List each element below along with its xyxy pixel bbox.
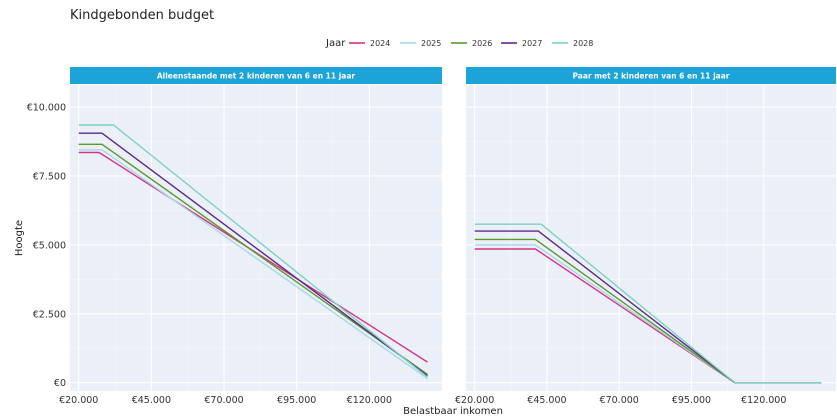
x-tick-label: €95.000 — [672, 395, 711, 406]
x-tick-label: €20.000 — [455, 395, 494, 406]
series-line-2027 — [78, 132, 428, 377]
y-tick-label: €7.500 — [33, 171, 66, 182]
panel-2: Paar met 2 kinderen van 6 en 11 jaar €20.… — [455, 67, 836, 406]
legend: Jaar 2024 2025 2026 2027 2028 — [325, 38, 593, 49]
legend-label-2024: 2024 — [370, 39, 390, 48]
panel-1: Alleenstaande met 2 kinderen van 6 en 11… — [27, 67, 442, 406]
panel-strip-label: Alleenstaande met 2 kinderen van 6 en 11… — [157, 72, 356, 81]
legend-title: Jaar — [325, 38, 346, 49]
legend-label-2026: 2026 — [472, 39, 492, 48]
x-tick-label: €45.000 — [527, 395, 566, 406]
x-axis-title: Belastbaar inkomen — [403, 406, 503, 417]
legend-item-2025: 2025 — [400, 39, 441, 48]
panel-strip — [70, 67, 442, 84]
y-tick-label: €10.000 — [27, 103, 66, 114]
panel-background — [466, 85, 836, 391]
legend-label-2027: 2027 — [522, 39, 542, 48]
legend-label-2025: 2025 — [421, 39, 441, 48]
x-tick-label: €70.000 — [204, 395, 243, 406]
legend-item-2024: 2024 — [349, 39, 390, 48]
y-tick-label: €2.500 — [33, 309, 66, 320]
series-line-2028 — [474, 223, 822, 384]
series-line-2024 — [78, 151, 428, 363]
y-tick-label: €0 — [54, 378, 66, 389]
panel-strip-label: Paar met 2 kinderen van 6 en 11 jaar — [573, 72, 730, 81]
panel-strip — [466, 67, 836, 84]
y-tick-label: €5.000 — [33, 240, 66, 251]
legend-item-2027: 2027 — [501, 39, 542, 48]
series-line-2028 — [78, 124, 428, 378]
series-line-2025 — [78, 149, 428, 380]
x-tick-label: €120.000 — [347, 395, 392, 406]
x-tick-label: €70.000 — [600, 395, 639, 406]
x-tick-label: €120.000 — [741, 395, 786, 406]
x-tick-label: €20.000 — [59, 395, 98, 406]
legend-item-2026: 2026 — [451, 39, 492, 48]
legend-item-2028: 2028 — [552, 39, 593, 48]
legend-label-2028: 2028 — [573, 39, 593, 48]
series-line-2026 — [78, 143, 428, 376]
x-tick-label: €95.000 — [277, 395, 316, 406]
chart-title: Kindgebonden budget — [70, 8, 215, 23]
x-tick-label: €45.000 — [132, 395, 171, 406]
y-axis-title: Hoogte — [14, 220, 25, 256]
